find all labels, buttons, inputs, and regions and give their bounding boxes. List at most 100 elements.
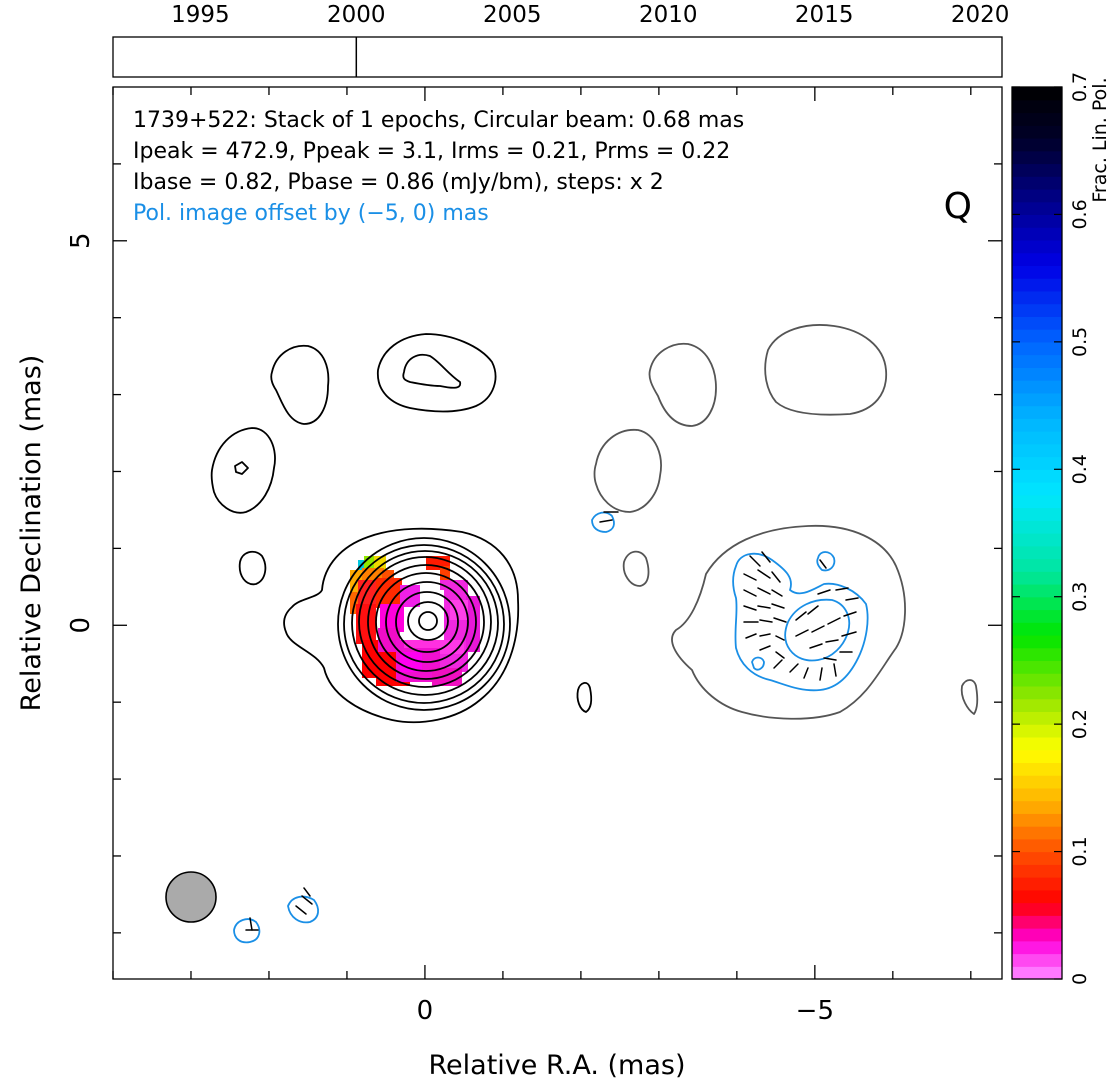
colorbar-cell	[1012, 469, 1062, 483]
colorbar-cell	[1012, 902, 1062, 916]
colorbar-tick-label: 0.5	[1069, 327, 1091, 357]
colorbar-cell	[1012, 571, 1062, 585]
evpa-stick	[743, 573, 757, 581]
colorbar-cell	[1012, 494, 1062, 509]
colorbar-title: Frac. Lin. Pol.	[1089, 77, 1111, 202]
offset-contour-blob	[764, 324, 887, 416]
colorbar-cell	[1012, 698, 1062, 712]
colorbar-ticks: 0 0.1 0.2 0.3 0.4 0.5 0.6 0.7	[1012, 72, 1091, 985]
colorbar-cell	[1012, 520, 1062, 534]
y-tick-label: 0	[66, 617, 96, 634]
colorbar-tick-label: 0.3	[1069, 582, 1091, 612]
colorbar-tick-label: 0.6	[1069, 199, 1091, 229]
evpa-stick	[759, 633, 771, 637]
contour-level-4	[351, 550, 499, 696]
colorbar-tick-label: 0.4	[1069, 454, 1091, 484]
evpa-stick	[823, 657, 837, 661]
evpa-stick	[303, 887, 311, 897]
evpa-stick	[759, 645, 771, 651]
pol-pixel-blank	[420, 590, 444, 612]
annotation-line-2: Ipeak = 472.9, Ppeak = 3.1, Irms = 0.21,…	[133, 139, 730, 164]
axis-ticks	[112, 87, 1002, 979]
colorbar-cell	[1012, 176, 1062, 190]
colorbar-cell	[1012, 239, 1062, 254]
evpa-stick	[819, 559, 827, 569]
timeline-frame	[112, 36, 1003, 78]
contour-level-10	[407, 601, 449, 641]
pol-contour-blob	[287, 895, 319, 924]
timeline-year-label: 2020	[951, 2, 1010, 28]
colorbar-cell	[1012, 227, 1062, 241]
evpa-stick	[795, 611, 807, 621]
contour-blob-inner	[234, 461, 249, 475]
evpa-stick	[599, 519, 613, 523]
timeline-year-label: 1995	[171, 2, 230, 28]
pol-contour-blob	[751, 656, 765, 671]
contour-blob	[270, 344, 330, 425]
timeline-year-label: 2010	[639, 2, 698, 28]
pol-contour-blob	[591, 511, 615, 533]
evpa-stick	[795, 629, 809, 637]
restoring-beam	[165, 871, 217, 923]
stokes-i-contours	[210, 333, 593, 724]
offset-contour-blob	[648, 342, 717, 427]
evpa-stick	[771, 589, 783, 597]
offset-contour-blob	[960, 679, 979, 715]
evpa-stick	[757, 587, 771, 595]
colorbar-cell	[1012, 622, 1062, 636]
colorbar-tick-label: 0	[1069, 973, 1091, 985]
evpa-stick	[803, 667, 809, 679]
evpa-stick	[845, 597, 859, 601]
timeline-panel: 1995 2000 2005 2010 2015 2020	[112, 2, 1010, 78]
evpa-stick	[301, 895, 313, 905]
evpa-stick	[743, 605, 757, 611]
offset-contour-main	[671, 524, 906, 720]
evpa-stick	[771, 571, 781, 583]
colorbar-cell	[1012, 915, 1062, 929]
colorbar-cell	[1012, 953, 1062, 967]
colorbar-cell	[1012, 265, 1062, 279]
colorbar-cell	[1012, 711, 1062, 725]
colorbar-cell	[1012, 507, 1062, 521]
evpa-stick	[811, 625, 825, 633]
colorbar-cell	[1012, 341, 1062, 356]
colorbar-cell	[1012, 762, 1062, 776]
colorbar-cell	[1012, 431, 1062, 445]
colorbar-cell	[1012, 724, 1062, 738]
plot-frame	[112, 86, 1003, 980]
pol-pixel	[466, 596, 480, 652]
colorbar-cell	[1012, 851, 1062, 865]
quality-flag: Q	[944, 186, 972, 227]
offset-total-intensity-contours	[593, 324, 979, 720]
evpa-stick	[743, 589, 757, 597]
pol-pixel	[440, 580, 468, 672]
axis-tick-labels: 0 −5 0 5	[66, 233, 834, 1026]
colorbar-cell	[1012, 775, 1062, 789]
evpa-vectors	[245, 511, 859, 931]
contour-blob	[377, 333, 497, 413]
evpa-stick	[817, 589, 831, 595]
pol-contour-blob	[816, 551, 836, 572]
x-tick-label: −5	[796, 996, 834, 1026]
evpa-stick	[757, 605, 771, 609]
evpa-stick	[833, 663, 837, 677]
evpa-stick	[835, 587, 849, 591]
evpa-stick	[825, 639, 839, 643]
colorbar-cell	[1012, 928, 1062, 942]
colorbar-tick-label: 0.1	[1069, 836, 1091, 866]
colorbar-cell	[1012, 877, 1062, 891]
evpa-stick	[745, 633, 757, 639]
evpa-stick	[773, 659, 783, 669]
colorbar-cell	[1012, 660, 1062, 674]
colorbar-cell	[1012, 99, 1062, 114]
contour-level-5	[358, 556, 492, 688]
x-tick-label: 0	[417, 996, 434, 1026]
pol-pixel	[440, 566, 450, 580]
colorbar-cell	[1012, 749, 1062, 763]
evpa-stick	[773, 617, 787, 623]
pol-pixel-blank	[404, 610, 444, 640]
colorbar-cell	[1012, 112, 1062, 126]
evpa-stick	[771, 603, 785, 609]
